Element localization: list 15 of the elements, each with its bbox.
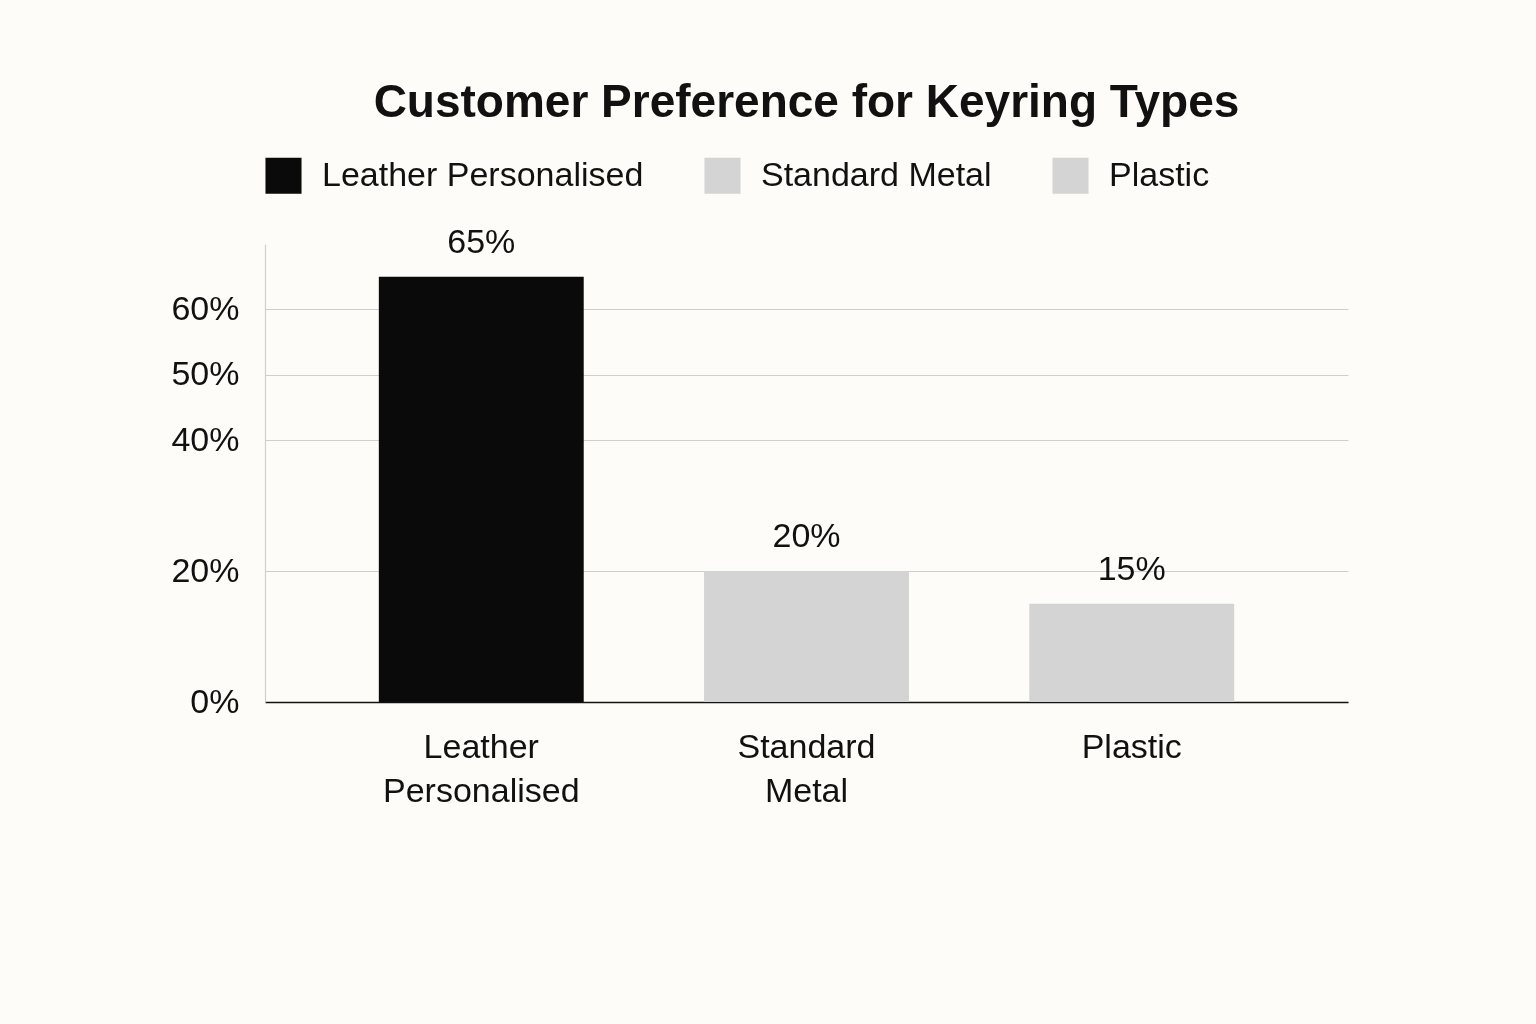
y-tick-label: 20% [171, 550, 240, 589]
x-tick-label: Standard Metal [737, 726, 876, 809]
legend-label: Plastic [1109, 154, 1210, 193]
x-tick-label: Leather Personalised [382, 726, 580, 809]
data-label: 15% [1097, 548, 1166, 587]
y-tick-label: 50% [171, 354, 240, 393]
y-tick-label: 60% [171, 288, 240, 327]
legend-label: Standard Metal [761, 154, 992, 193]
x-tick-label: Plastic [1081, 726, 1182, 765]
y-tick-label: 40% [171, 419, 240, 458]
legend-label: Leather Personalised [322, 154, 644, 193]
y-tick-label: 0% [190, 681, 240, 720]
chart-title: Customer Preference for Keyring Types [373, 75, 1240, 127]
data-label: 65% [447, 221, 516, 260]
data-label: 20% [772, 516, 841, 555]
